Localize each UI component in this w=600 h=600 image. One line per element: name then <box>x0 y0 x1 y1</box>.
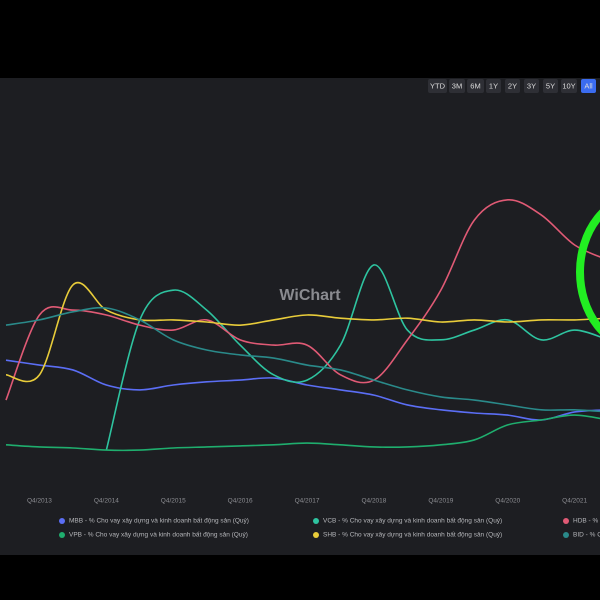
range-button[interactable] <box>449 79 465 93</box>
range-button[interactable] <box>505 79 520 93</box>
x-tick-label: Q4/2018 <box>361 498 386 505</box>
series-line <box>5 414 600 452</box>
series-line <box>5 359 600 421</box>
x-tick-label: Q4/2013 <box>27 498 52 505</box>
range-button-label[interactable]: 6M <box>470 81 480 90</box>
range-button-label[interactable]: 1Y <box>489 81 498 90</box>
legend-swatch <box>313 532 319 538</box>
x-tick-label: Q4/2015 <box>161 498 186 505</box>
range-button[interactable] <box>524 79 539 93</box>
range-button[interactable] <box>486 79 501 93</box>
range-button[interactable] <box>561 79 577 93</box>
x-tick-label: Q4/2020 <box>495 498 520 505</box>
range-button-label[interactable]: YTD <box>430 81 446 90</box>
range-toolbar: YTD 3M 6M 1Y 2Y 3Y 5Y 10Y All <box>428 79 596 93</box>
x-tick-label: Q4/2019 <box>428 498 453 505</box>
legend-label[interactable]: VPB - % Cho vay xây dựng và kinh doanh b… <box>69 530 248 539</box>
legend-label[interactable]: MBB - % Cho vay xây dựng và kinh doanh b… <box>69 516 249 525</box>
range-button-label[interactable]: 5Y <box>546 81 555 90</box>
series-line <box>5 306 600 413</box>
highlight-circle <box>576 209 600 335</box>
x-tick-label: Q4/2017 <box>295 498 320 505</box>
chart-panel <box>0 78 600 555</box>
range-button-label[interactable]: 2Y <box>508 81 517 90</box>
legend-swatch <box>563 532 569 538</box>
legend-label[interactable]: BID - % C <box>573 532 600 539</box>
legend-swatch <box>563 518 569 524</box>
range-button-label[interactable]: 10Y <box>562 81 575 90</box>
range-button[interactable] <box>581 79 596 93</box>
legend-swatch <box>59 518 65 524</box>
plot: Q4/2013 Q4/2014 Q4/2015 Q4/2016 Q4/2017 Q4/20… <box>5 199 600 505</box>
range-button-label[interactable]: 3M <box>452 81 462 90</box>
range-button-label[interactable]: All <box>584 81 593 90</box>
x-tick-label: Q4/2021 <box>562 498 587 505</box>
legend-label[interactable]: HDB - % <box>573 518 599 525</box>
watermark: WiChart <box>279 287 341 304</box>
series-line <box>5 199 600 401</box>
range-button[interactable] <box>467 79 484 93</box>
x-tick-label: Q4/2016 <box>228 498 253 505</box>
legend-label[interactable]: VCB - % Cho vay xây dựng và kinh doanh b… <box>323 516 502 525</box>
legend: MBB - % Cho vay xây dựng và kinh doanh b… <box>59 516 600 539</box>
range-button[interactable] <box>428 79 447 93</box>
range-button-label[interactable]: 3Y <box>527 81 536 90</box>
legend-swatch <box>313 518 319 524</box>
x-tick-label: Q4/2014 <box>94 498 119 505</box>
legend-swatch <box>59 532 65 538</box>
legend-label[interactable]: SHB - % Cho vay xây dựng và kinh doanh b… <box>323 530 502 539</box>
range-button[interactable] <box>543 79 558 93</box>
series-line <box>105 264 600 451</box>
